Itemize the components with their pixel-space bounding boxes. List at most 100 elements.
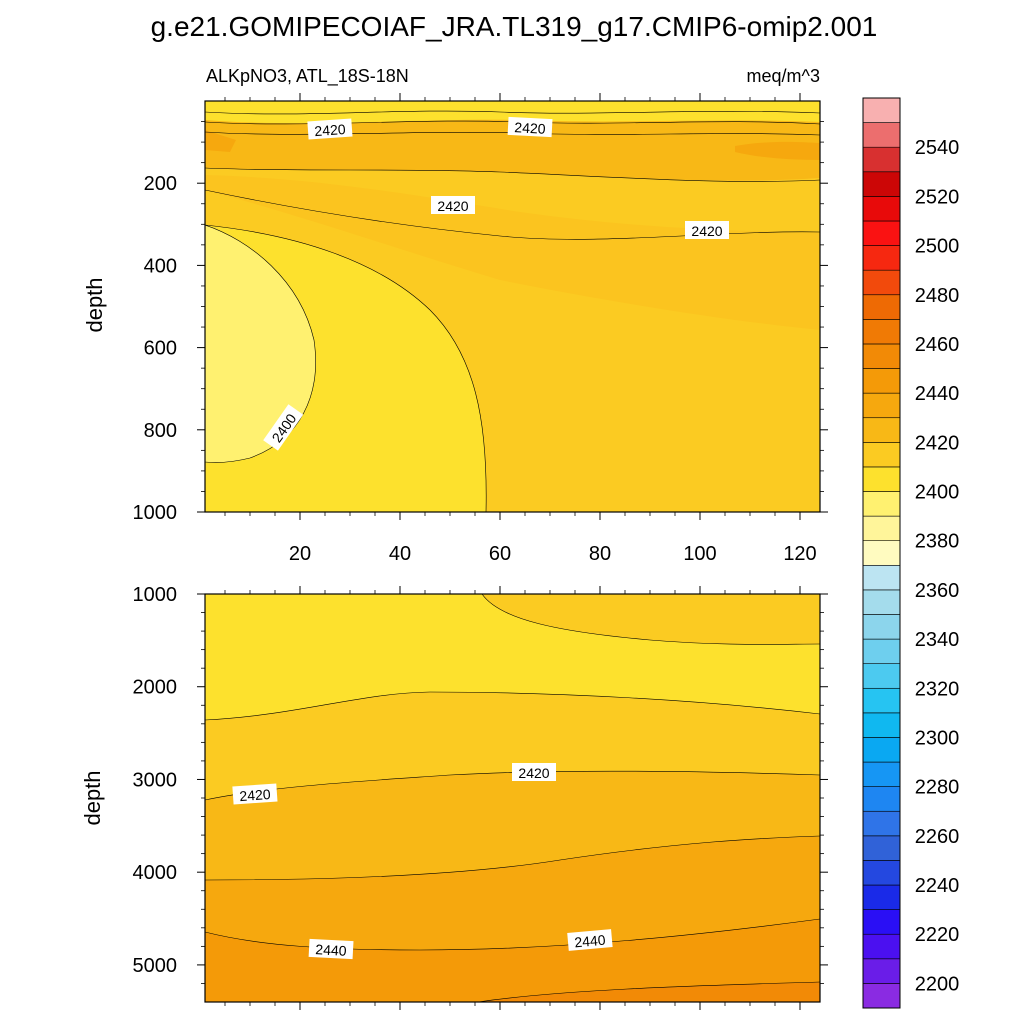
colorbar-swatch [862, 319, 901, 345]
upper-contour-label: 2420 [307, 118, 353, 140]
colorbar-swatch [862, 417, 901, 443]
colorbar-swatch [862, 245, 901, 271]
upper-contour-label-text: 2420 [314, 121, 346, 139]
colorbar-tick-label: 2420 [915, 432, 960, 454]
upper-contour-label-bg [431, 196, 475, 214]
upper-x-tick-label: 60 [489, 543, 511, 565]
lower-panel: 2420 2420 2440 2440 1000 2000 3000 4000 5000 [133, 584, 828, 1010]
lower-contour-line [205, 835, 820, 881]
upper-contour-label-bg [507, 116, 553, 138]
colorbar-swatch [862, 368, 901, 394]
lower-contour-label: 2440 [308, 938, 354, 960]
colorbar-swatch [862, 786, 901, 812]
colorbar-swatch [862, 220, 901, 246]
colorbar-tick-label: 2260 [915, 826, 960, 848]
colorbar-swatch [862, 442, 901, 468]
colorbar-tick-label: 2360 [915, 580, 960, 602]
colorbar-swatch [862, 712, 901, 738]
colorbar-swatch [862, 122, 901, 148]
upper-contour-line [205, 224, 487, 512]
upper-y-tick-label: 400 [144, 255, 177, 277]
upper-contour-label: 2420 [507, 116, 553, 138]
colorbar-swatch [862, 269, 901, 296]
colorbar-tick-label: 2300 [915, 727, 960, 749]
lower-contour-label-bg [232, 783, 278, 805]
upper-contour-label-text: 2420 [437, 198, 468, 214]
colorbar-tick-label: 2220 [915, 924, 960, 946]
lower-y-tick-label: 5000 [133, 955, 178, 977]
lower-contour-label-bg [308, 938, 354, 960]
colorbar-swatch [862, 294, 901, 320]
upper-contour-line [205, 167, 820, 182]
lower-contour-line [205, 770, 820, 801]
upper-fill-2430-left [205, 130, 236, 152]
colorbar-swatch [862, 860, 901, 886]
upper-contour-label-bg [685, 221, 729, 239]
chart-title: g.e21.GOMIPECOIAF_JRA.TL319_g17.CMIP6-om… [151, 11, 878, 42]
upper-x-tick-label: 20 [289, 543, 311, 565]
lower-contour-label-text: 2440 [315, 941, 347, 959]
colorbar-swatch [862, 491, 901, 517]
upper-contour-label-bg [263, 404, 304, 451]
lower-y-tick-label: 1000 [133, 584, 178, 606]
lower-contour-line [477, 981, 820, 1002]
colorbar-swatch [862, 663, 901, 689]
colorbar-swatch [862, 564, 901, 591]
colorbar-swatch [862, 810, 901, 837]
lower-fill-2410-top [482, 594, 820, 645]
upper-contour-label: 2420 [685, 221, 729, 239]
lower-contour-label: 2440 [567, 929, 613, 951]
colorbar-swatch [862, 540, 901, 566]
colorbar-swatch [862, 958, 901, 984]
upper-contour-label: 2420 [431, 196, 475, 214]
colorbar-swatch [862, 146, 901, 173]
colorbar-swatch [862, 171, 901, 197]
lower-ylabel: depth [80, 770, 105, 825]
colorbar-swatch [862, 97, 901, 123]
upper-x-tick-label: 80 [589, 543, 611, 565]
colorbar-swatch [862, 392, 901, 419]
upper-y-tick-label: 800 [144, 420, 177, 442]
colorbar-swatch [862, 589, 901, 615]
colorbar-tick-label: 2500 [915, 236, 960, 258]
upper-fill-2390 [205, 225, 316, 463]
colorbar-swatch [862, 614, 901, 640]
colorbar-tick-label: 2460 [915, 334, 960, 356]
colorbar-tick-label: 2280 [915, 777, 960, 799]
colorbar-swatch [862, 737, 901, 763]
upper-fills [205, 101, 820, 512]
colorbar-swatch [862, 761, 901, 787]
upper-fill-2420 [205, 119, 820, 181]
lower-y-tick-label: 4000 [133, 862, 178, 884]
lower-contour-line [205, 691, 820, 721]
upper-y-tick-label: 200 [144, 173, 177, 195]
upper-right-label: meq/m^3 [747, 66, 820, 86]
colorbar-tick-label: 2200 [915, 973, 960, 995]
colorbar-swatch [862, 687, 901, 714]
colorbar-tick-label: 2320 [915, 678, 960, 700]
colorbar-swatch [862, 983, 901, 1009]
upper-x-tick-label: 100 [683, 543, 716, 565]
lower-contour-label-text: 2420 [518, 765, 549, 781]
colorbar-swatch [862, 835, 901, 861]
colorbar-swatch [862, 466, 901, 492]
lower-contour-label-bg [567, 929, 613, 951]
lower-y-tick-label: 2000 [133, 677, 178, 699]
colorbar-frame [862, 97, 901, 1009]
upper-contour-label-text: 2420 [514, 119, 546, 137]
colorbar: 2200 2220 2240 2260 2280 2300 2320 2340 2360 2380… [862, 97, 960, 1009]
colorbar-tick-label: 2380 [915, 531, 960, 553]
colorbar-tick-label: 2440 [915, 383, 960, 405]
upper-y-tick-label: 1000 [133, 502, 178, 524]
lower-contour-label-text: 2420 [239, 786, 271, 804]
colorbar-tick-label: 2340 [915, 629, 960, 651]
colorbar-swatch [862, 343, 901, 369]
upper-ylabel: depth [82, 277, 107, 332]
upper-fill-2430-right [735, 141, 820, 160]
lower-fill-2450 [478, 982, 820, 1002]
upper-contour-label-bg [307, 118, 353, 140]
colorbar-swatch [862, 515, 901, 542]
lower-contour-label-bg [512, 763, 556, 781]
